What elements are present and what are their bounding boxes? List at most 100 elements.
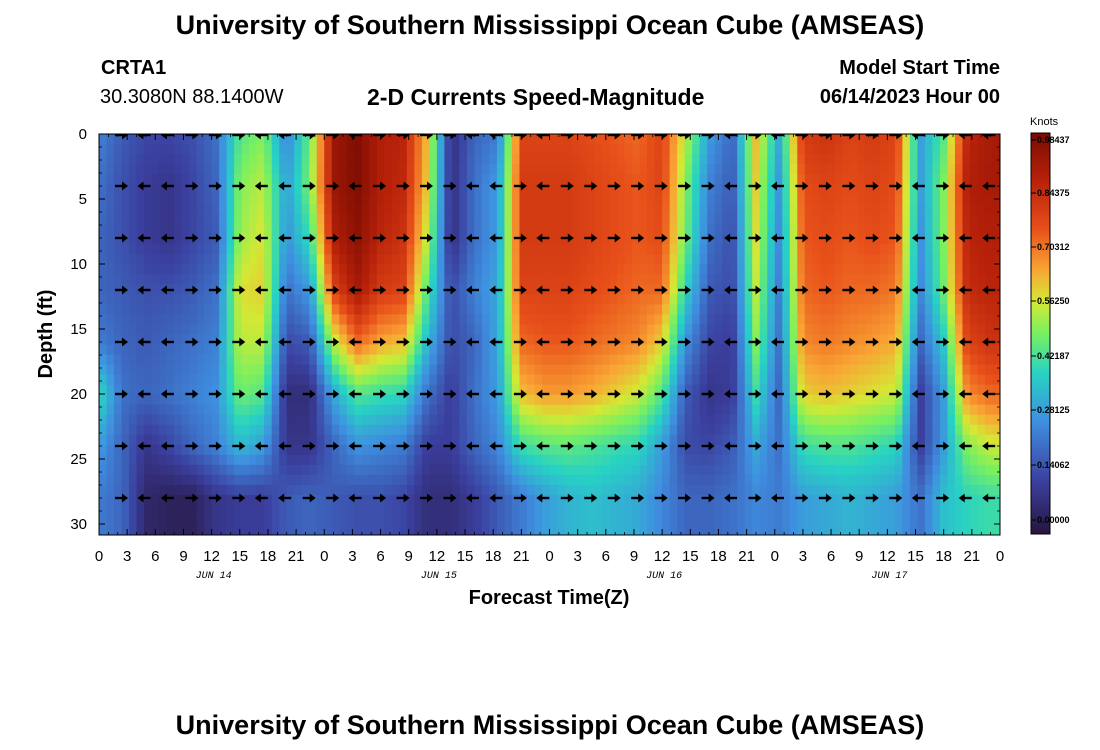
heatmap-cell bbox=[654, 304, 663, 316]
heatmap-cell bbox=[526, 394, 536, 406]
heatmap-cell bbox=[129, 424, 138, 436]
heatmap-cell bbox=[241, 354, 250, 366]
heatmap-cell bbox=[759, 334, 768, 346]
heatmap-cell bbox=[324, 404, 333, 416]
heatmap-cell bbox=[834, 344, 843, 356]
heatmap-cell bbox=[526, 364, 536, 376]
heatmap-cell bbox=[541, 194, 551, 205]
heatmap-cell bbox=[421, 304, 430, 316]
heatmap-cell bbox=[744, 404, 753, 416]
heatmap-cell bbox=[722, 324, 731, 336]
heatmap-cell bbox=[917, 394, 926, 406]
heatmap-cell bbox=[541, 504, 551, 516]
heatmap-cell bbox=[264, 214, 273, 225]
heatmap-cell bbox=[181, 194, 190, 205]
heatmap-cell bbox=[151, 464, 160, 476]
heatmap-cell bbox=[647, 224, 656, 235]
current-vector bbox=[232, 233, 246, 243]
heatmap-cell bbox=[496, 274, 506, 285]
heatmap-cell bbox=[421, 504, 430, 516]
heatmap-cell bbox=[962, 164, 971, 175]
heatmap-cell bbox=[729, 514, 738, 526]
heatmap-cell bbox=[594, 284, 603, 296]
heatmap-cell bbox=[632, 154, 641, 165]
heatmap-cell bbox=[977, 424, 986, 436]
heatmap-cell bbox=[767, 354, 776, 366]
heatmap-cell bbox=[767, 474, 776, 486]
heatmap-cell bbox=[121, 474, 130, 486]
heatmap-cell bbox=[954, 204, 964, 215]
heatmap-cell bbox=[459, 474, 468, 486]
heatmap-cell bbox=[992, 394, 1000, 406]
heatmap-cell bbox=[391, 294, 400, 306]
heatmap-cell bbox=[812, 184, 821, 195]
heatmap-cell bbox=[827, 354, 836, 366]
heatmap-cell bbox=[842, 214, 851, 225]
heatmap-cell bbox=[962, 304, 971, 316]
current-vector bbox=[326, 233, 340, 243]
heatmap-cell bbox=[594, 314, 603, 326]
heatmap-cell bbox=[969, 354, 979, 366]
heatmap-cell bbox=[309, 434, 318, 446]
heatmap-cell bbox=[511, 304, 521, 316]
current-vector bbox=[584, 285, 598, 295]
heatmap-cell bbox=[842, 134, 851, 145]
heatmap-cell bbox=[121, 254, 130, 265]
heatmap-cell bbox=[579, 324, 588, 336]
heatmap-cell bbox=[842, 314, 851, 326]
current-vector bbox=[1006, 286, 1019, 295]
heatmap-cell bbox=[316, 274, 325, 285]
heatmap-cell bbox=[812, 174, 821, 185]
heatmap-cell bbox=[782, 264, 791, 275]
heatmap-cell bbox=[121, 334, 130, 346]
heatmap-cell bbox=[857, 234, 866, 245]
heatmap-cell bbox=[534, 324, 543, 336]
heatmap-cell bbox=[489, 304, 498, 316]
heatmap-cell bbox=[632, 274, 641, 285]
heatmap-cell bbox=[789, 524, 798, 535]
heatmap-cell bbox=[249, 494, 258, 506]
heatmap-cell bbox=[481, 364, 491, 376]
heatmap-cell bbox=[354, 154, 363, 165]
heatmap-cell bbox=[406, 494, 415, 506]
heatmap-cell bbox=[654, 254, 663, 265]
heatmap-cell bbox=[969, 144, 979, 155]
heatmap-cell bbox=[894, 364, 903, 376]
heatmap-cell bbox=[902, 254, 911, 265]
heatmap-cell bbox=[557, 194, 566, 205]
heatmap-cell bbox=[301, 264, 310, 275]
heatmap-cell bbox=[459, 404, 468, 416]
heatmap-cell bbox=[144, 334, 153, 346]
heatmap-cell bbox=[894, 294, 903, 306]
heatmap-cell bbox=[917, 174, 926, 185]
heatmap-cell bbox=[384, 524, 393, 535]
heatmap-cell bbox=[121, 344, 130, 356]
heatmap-cell bbox=[114, 424, 123, 436]
heatmap-cell bbox=[812, 284, 821, 296]
heatmap-cell bbox=[331, 354, 340, 366]
current-vector bbox=[889, 337, 903, 347]
heatmap-cell bbox=[782, 384, 791, 396]
heatmap-cell bbox=[316, 234, 325, 245]
heatmap-cell bbox=[444, 164, 453, 175]
heatmap-cell bbox=[654, 414, 663, 426]
heatmap-cell bbox=[737, 154, 746, 165]
heatmap-cell bbox=[917, 274, 926, 285]
heatmap-cell bbox=[842, 454, 851, 466]
heatmap-cell bbox=[414, 234, 423, 245]
heatmap-cell bbox=[264, 494, 273, 506]
heatmap-cell bbox=[451, 204, 460, 215]
heatmap-cell bbox=[692, 154, 701, 165]
heatmap-cell bbox=[894, 454, 903, 466]
heatmap-cell bbox=[181, 184, 190, 195]
heatmap-cell bbox=[842, 424, 851, 436]
heatmap-cell bbox=[474, 264, 483, 275]
heatmap-cell bbox=[241, 444, 250, 456]
heatmap-cell bbox=[857, 184, 866, 195]
heatmap-cell bbox=[279, 164, 288, 175]
current-vector bbox=[137, 181, 151, 191]
heatmap-cell bbox=[406, 214, 415, 225]
heatmap-cell bbox=[384, 214, 393, 225]
heatmap-cell bbox=[309, 334, 318, 346]
heatmap-cell bbox=[301, 374, 310, 386]
